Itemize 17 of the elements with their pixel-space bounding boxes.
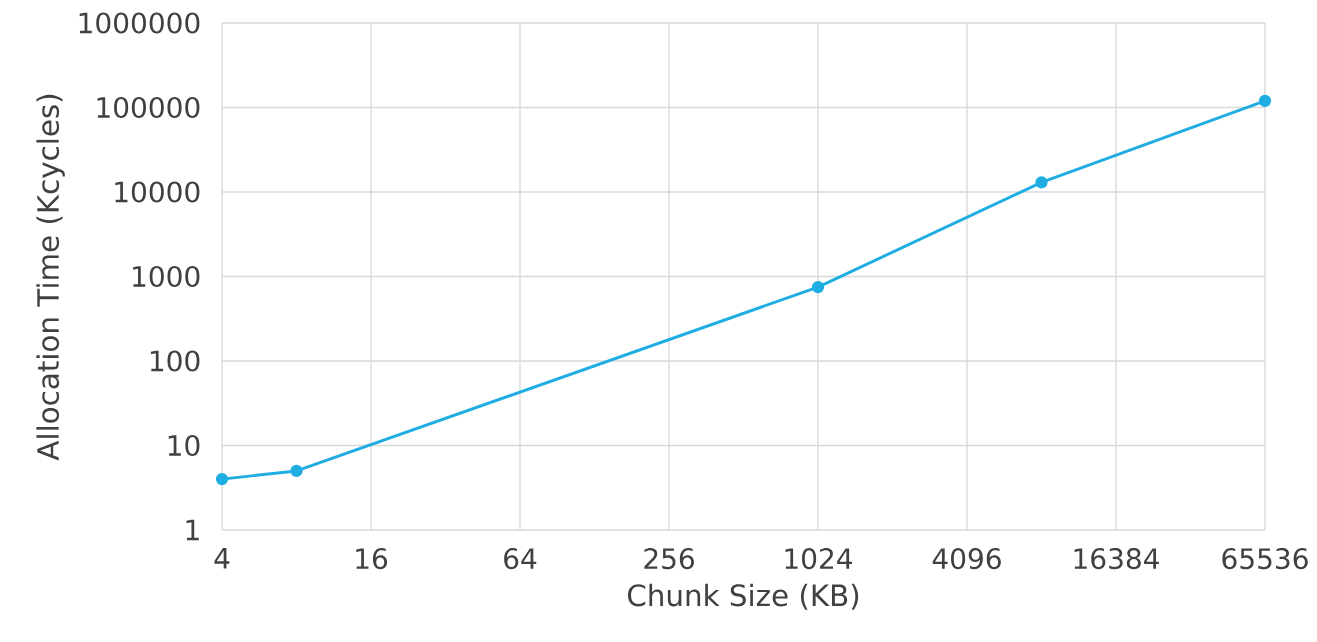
y-tick-label: 1000 — [133, 265, 200, 288]
y-tick-label: 100 — [150, 350, 200, 372]
y-tick-label: 10000 — [115, 181, 200, 203]
y-tick-label: 1000000 — [79, 12, 200, 34]
x-tick-label: 256 — [644, 548, 694, 570]
y-tick-label: 100000 — [97, 96, 200, 119]
y-tick-label: 10 — [168, 434, 200, 457]
x-tick-label: 1024 — [785, 548, 853, 570]
x-tick-label: 16384 — [1074, 548, 1159, 570]
x-tick-label: 4096 — [932, 548, 1001, 570]
x-tick-label: 64 — [504, 548, 537, 570]
x-tick-label: 4 — [214, 548, 230, 569]
x-axis-title: Chunk Size (KB) — [627, 583, 859, 610]
y-axis-title: Allocation Time (Kcycles) — [36, 94, 65, 461]
y-tick-label: 1 — [186, 519, 199, 541]
x-tick-label: 16 — [356, 548, 388, 570]
x-tick-label: 65536 — [1222, 548, 1308, 570]
